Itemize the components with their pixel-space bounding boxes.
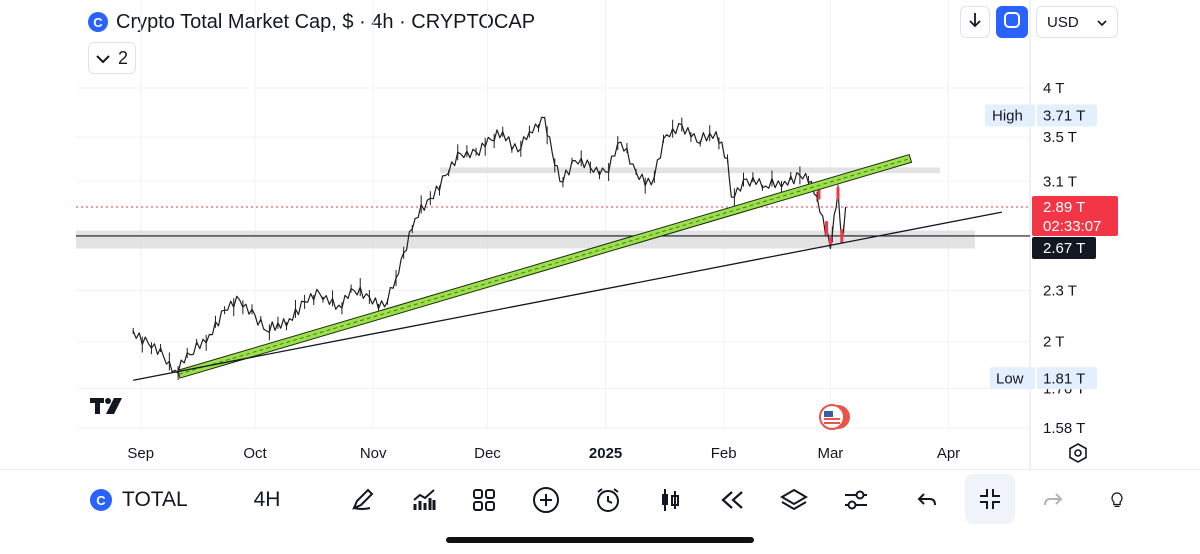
time-tick-label: Dec (474, 445, 501, 462)
price-series-line (132, 116, 847, 374)
low-value-badge (1037, 367, 1097, 390)
pen-draw-icon[interactable] (344, 472, 380, 528)
line-value: 2.67 T (1043, 240, 1085, 257)
price-tick-label: 3.1 T (1043, 173, 1077, 190)
fullscreen-icon (1003, 11, 1021, 34)
layers-icon[interactable] (776, 472, 812, 528)
cryptocap-logo-icon: C (88, 12, 108, 32)
chevron-down-icon (1097, 14, 1107, 31)
black-trendline[interactable] (133, 211, 1002, 381)
time-tick-label: Oct (243, 445, 267, 462)
undo-icon[interactable] (912, 472, 942, 528)
shrink-icon[interactable] (965, 474, 1015, 524)
time-tick-label: 2025 (589, 445, 622, 462)
time-tick-label: Feb (711, 445, 737, 462)
time-tick-label: Apr (937, 445, 960, 462)
price-tick-label: 2 T (1043, 334, 1064, 351)
line-value-badge (1032, 236, 1096, 259)
us-flag-event-icon[interactable] (819, 404, 850, 430)
candles-icon[interactable] (652, 472, 688, 528)
low-label-badge (990, 367, 1035, 390)
support-resistance-zone[interactable] (76, 230, 975, 249)
candle-body (840, 229, 844, 243)
home-indicator (446, 537, 754, 543)
green-channel-midline (178, 157, 911, 375)
symbol-label: TOTAL (122, 488, 188, 511)
support-resistance-zone[interactable] (440, 167, 940, 174)
high-value-badge (1037, 104, 1097, 127)
replay-icon[interactable] (714, 472, 750, 528)
alert-clock-icon[interactable] (590, 472, 626, 528)
price-chart[interactable]: 4 T3.5 T3.1 T2.3 T2 T1.76 T1.58 T SepOct… (0, 0, 1200, 470)
chart-title-row[interactable]: C Crypto Total Market Cap, $ · 4h · CRYP… (88, 8, 535, 36)
settings-sliders-icon[interactable] (838, 472, 874, 528)
chart-title: Crypto Total Market Cap, $ · 4h · CRYPTO… (116, 10, 536, 33)
time-tick-label: Nov (360, 445, 387, 462)
time-tick-label: Sep (127, 445, 154, 462)
price-tick-label: 4 T (1043, 80, 1064, 97)
currency-value: USD (1047, 13, 1079, 31)
price-tick-label: 3.5 T (1043, 129, 1077, 146)
symbol-button[interactable]: C TOTAL (90, 472, 188, 528)
candle-body (836, 187, 840, 200)
price-tick-label: 2.3 T (1043, 283, 1077, 300)
fullscreen-button[interactable] (996, 6, 1028, 38)
currency-select[interactable]: USD (1036, 6, 1118, 38)
bottom-toolbar: C TOTAL 4H (76, 472, 1124, 528)
lightbulb-icon[interactable] (1110, 472, 1124, 528)
candle-body (817, 186, 821, 200)
indicators-icon[interactable] (406, 472, 442, 528)
last-price-badge (1032, 195, 1118, 236)
interval-button[interactable]: 4H (253, 488, 281, 511)
download-button[interactable] (960, 6, 990, 38)
arrow-down-icon (969, 12, 981, 33)
collapse-indicators-button[interactable]: 2 (88, 42, 136, 74)
candle-body (828, 237, 832, 246)
high-value: 3.71 T (1043, 108, 1085, 125)
last-price-value: 2.89 T (1043, 199, 1085, 216)
time-axis[interactable]: Sep Oct Nov Dec 2025 Feb Mar Apr (127, 445, 960, 462)
redo-icon[interactable] (1038, 472, 1068, 528)
bar-countdown: 02:33:07 (1043, 218, 1101, 235)
cryptocap-logo-icon: C (90, 489, 112, 511)
tradingview-logo-icon (90, 398, 122, 414)
time-tick-label: Mar (817, 445, 843, 462)
indicator-count: 2 (117, 47, 128, 68)
low-label: Low (996, 370, 1024, 387)
low-value: 1.81 T (1043, 370, 1085, 387)
chevron-down-icon (96, 48, 110, 69)
high-label: High (992, 108, 1023, 125)
price-tick-label: 1.58 T (1043, 420, 1085, 437)
candle-body (825, 221, 829, 235)
add-icon[interactable] (528, 472, 564, 528)
axis-settings-icon[interactable] (1069, 443, 1087, 463)
high-label-badge (985, 104, 1035, 127)
layouts-grid-icon[interactable] (466, 472, 502, 528)
